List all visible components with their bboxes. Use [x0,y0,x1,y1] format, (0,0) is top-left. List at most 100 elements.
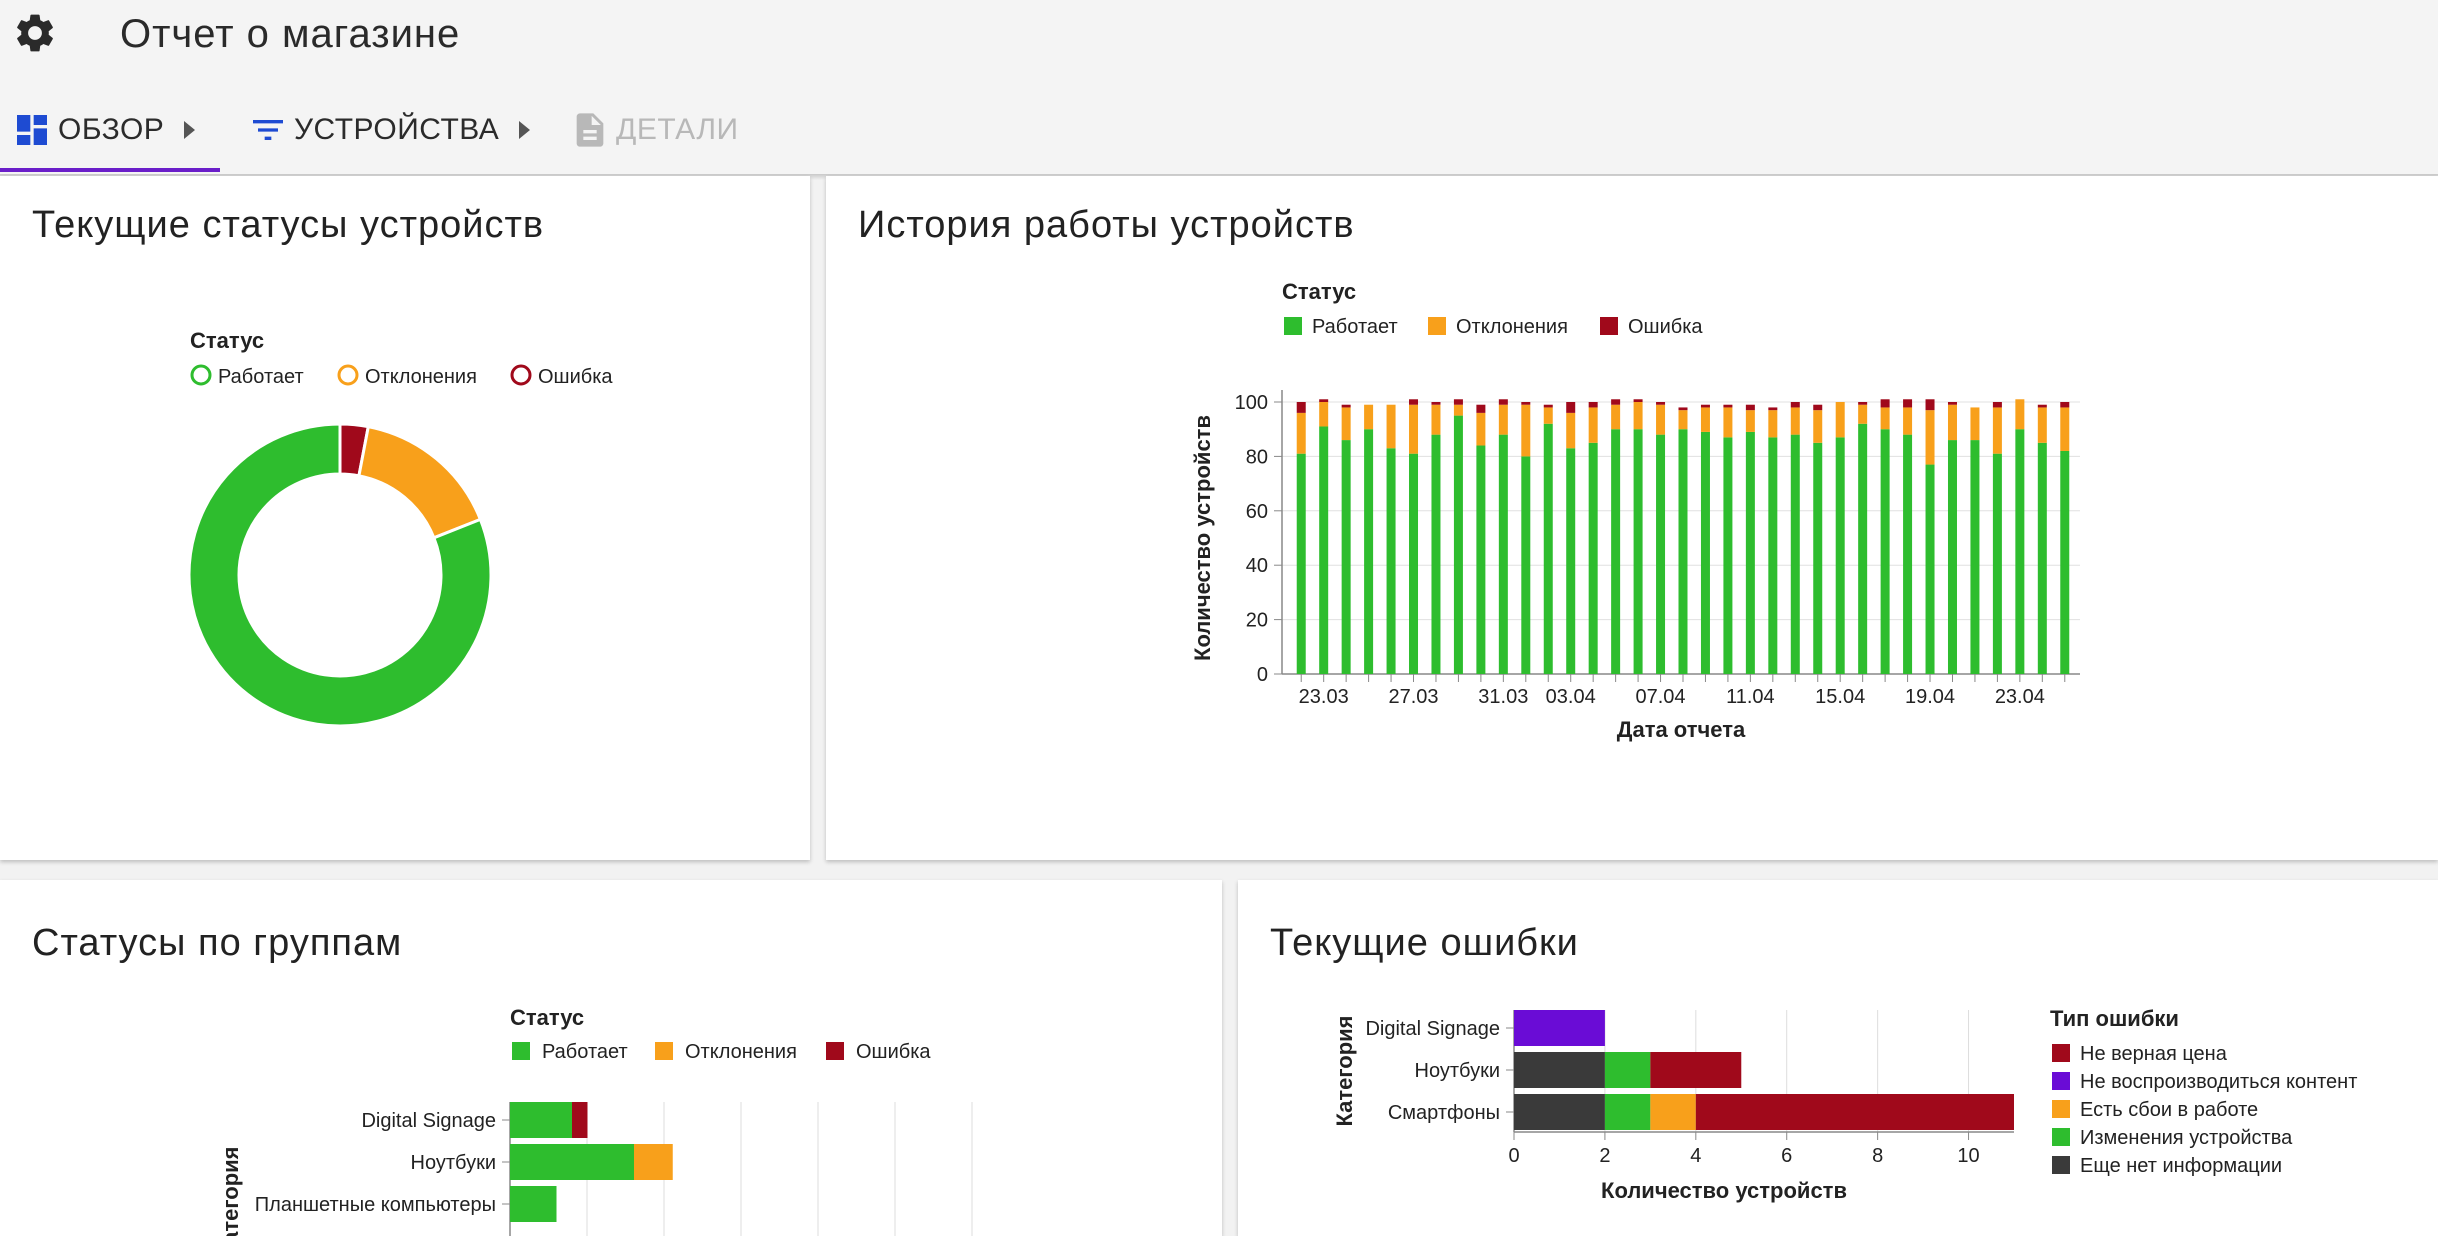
bar-segment [1566,402,1576,413]
bar-segment [1858,402,1868,405]
y-axis-title: Количество устройств [1190,415,1215,661]
card-title: Статусы по группам [32,922,403,964]
legend-symbol [1284,317,1302,335]
bar-segment [1611,404,1621,430]
bar-segment [1409,399,1419,405]
legend-label: Еще нет информации [2080,1155,2282,1177]
legend-label: Изменения устройства [2080,1127,2293,1149]
bar-segment [1386,404,1396,449]
tab-details: ДЕТАЛИ [570,100,739,160]
bar-segment [1319,426,1329,674]
bar-segment [1431,434,1441,674]
bar-segment [1947,402,1957,405]
bar-segment [1947,440,1957,674]
x-tick-label: 19.04 [1905,686,1955,708]
bar-segment [1700,404,1710,408]
bar-segment [2015,399,2025,430]
bar-segment [1611,429,1621,674]
tab-devices-label: УСТРОЙСТВА [294,113,500,146]
bar-segment [1813,442,1823,674]
bar-segment [1453,404,1463,416]
legend-label: Не верная цена [2080,1043,2228,1065]
bar-segment [1745,431,1755,674]
y-tick-label: 100 [1235,392,1268,414]
card-title: История работы устройств [858,204,1355,246]
bar-segment [1296,453,1306,674]
filter-icon [253,120,283,140]
bar-segment [1633,399,1643,402]
bar-segment [1970,440,1980,674]
legend-label: Отклонения [685,1041,797,1063]
bar-segment [1476,412,1486,446]
tab-devices[interactable]: УСТРОЙСТВА [248,100,531,160]
bar-segment [1700,407,1710,432]
legend-symbol [1600,317,1618,335]
legend-symbol [2052,1044,2070,1062]
bar-segment [1678,410,1688,430]
x-tick-label: 10 [1957,1145,1979,1167]
bar-segment [2037,407,2047,443]
bar-segment [1903,434,1913,674]
bar-segment [1514,1094,1605,1130]
legend-label: Работает [218,366,304,388]
legend-symbol [512,1042,530,1060]
bar-segment [1604,1052,1651,1088]
legend-symbol [2052,1100,2070,1118]
bar-segment [1813,404,1823,411]
bar-segment [1604,1094,1651,1130]
bar-segment [1858,423,1868,674]
bar-segment [1341,404,1351,408]
bar-segment [1498,404,1508,435]
x-tick-label: 4 [1690,1145,1701,1167]
chevron-right-icon [519,121,531,139]
bar-segment [510,1144,634,1180]
y-tick-label: Планшетные компьютеры [255,1194,496,1216]
legend-symbol [655,1042,673,1060]
gear-icon[interactable] [12,10,58,56]
legend-title: Статус [510,1005,584,1030]
bar-segment [1498,399,1508,405]
y-tick-label: Ноутбуки [1415,1060,1500,1082]
legend-label: Ошибка [856,1041,931,1063]
y-tick-label: Ноутбуки [411,1152,496,1174]
bar-segment [1903,399,1913,408]
bar-segment [2037,404,2047,408]
bar-segment [1835,437,1845,674]
bar-segment [1633,429,1643,674]
legend-symbol [190,364,212,386]
legend-symbol [826,1042,844,1060]
donut-slice [187,422,493,728]
legend-symbol [2052,1072,2070,1090]
bar-segment [1514,1010,1605,1046]
bar-segment [1723,404,1733,408]
bar-segment [1745,404,1755,411]
bar-segment [1543,404,1553,408]
bar-segment [1588,442,1598,674]
x-axis-title: Дата отчета [1617,717,1746,742]
legend-title: Статус [190,328,264,353]
bar-segment [1566,412,1576,449]
bar-segment [1723,407,1733,438]
legend-title: Статус [1282,279,1356,304]
bar-segment [1835,402,1845,438]
card-title: Текущие ошибки [1270,922,1579,964]
tab-overview[interactable]: ОБЗОР [12,100,196,160]
bar-segment [1925,410,1935,465]
bar-segment [1476,404,1486,413]
bar-segment [1656,434,1666,674]
bar-segment [572,1102,588,1138]
bar-segment [1431,402,1441,405]
y-axis-title: Категория [1332,1015,1357,1126]
x-tick-label: 0 [1508,1145,1519,1167]
bar-segment [1768,407,1778,411]
bar-segment [1409,453,1419,674]
bar-segment [1925,399,1935,411]
bar-segment [1453,399,1463,405]
bar-segment [1880,399,1890,408]
bar-segment [1880,429,1890,674]
legend-label: Ошибка [1628,316,1703,338]
y-tick-label: Digital Signage [361,1110,496,1132]
x-tick-label: 2 [1599,1145,1610,1167]
bar-segment [1588,402,1598,408]
x-tick-label: 11.04 [1726,686,1775,708]
